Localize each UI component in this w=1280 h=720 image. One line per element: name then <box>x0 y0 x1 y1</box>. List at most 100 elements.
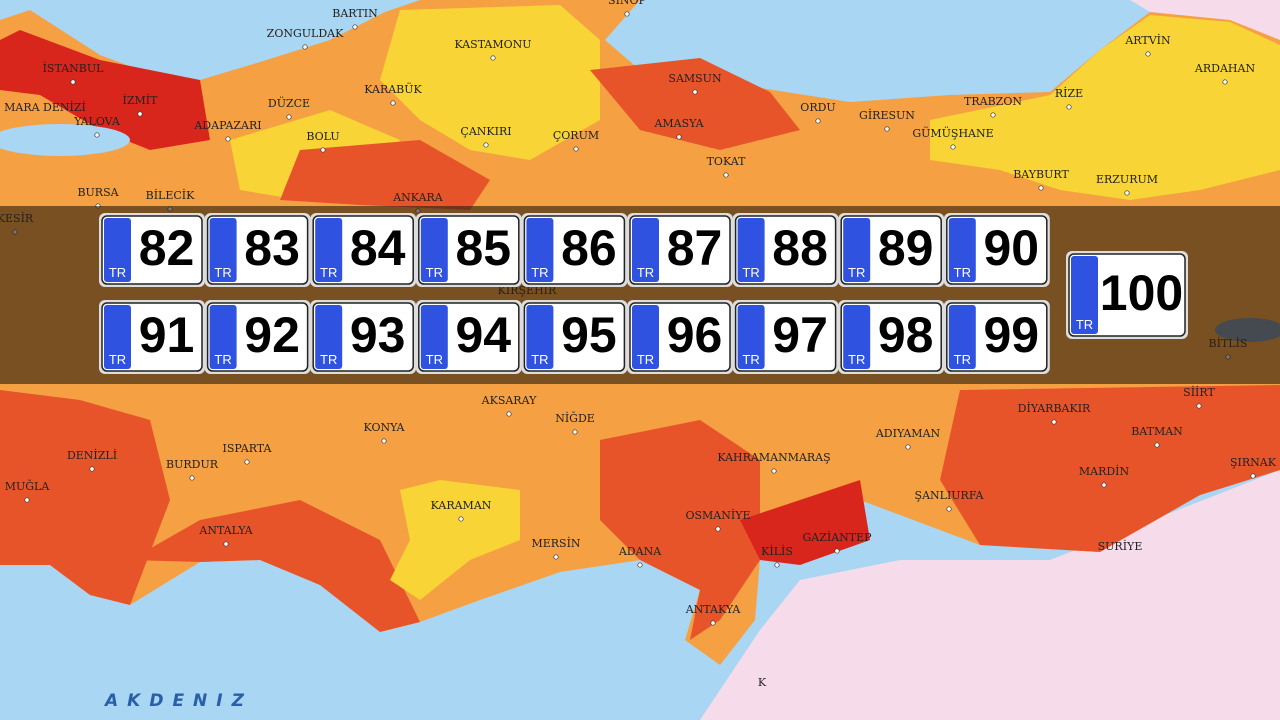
city-label: KARABÜK <box>364 82 422 96</box>
plate-country: TR <box>848 265 865 280</box>
city-label: ARDAHAN <box>1194 62 1256 75</box>
region <box>940 385 1280 552</box>
city-label: OSMANİYE <box>685 508 750 522</box>
city-label: ANTALYA <box>198 524 253 537</box>
plate-country: TR <box>426 352 443 367</box>
city-dot <box>1154 442 1160 448</box>
city-label: ORDU <box>800 101 835 114</box>
city-dot <box>990 112 996 118</box>
city-label: MARA DENİZİ <box>4 100 86 114</box>
plate-number: 83 <box>244 220 300 276</box>
city-label: TRABZON <box>964 95 1022 108</box>
plate-number: 99 <box>983 307 1039 363</box>
plate-number: 91 <box>139 307 195 363</box>
plate-strip <box>737 218 765 282</box>
city-dot <box>637 562 643 568</box>
city-label: ANTAKYA <box>685 603 742 616</box>
city-label: İSTANBUL <box>43 61 105 75</box>
plate-strip <box>209 218 237 282</box>
plate-number: 98 <box>878 307 934 363</box>
plate-country: TR <box>531 265 548 280</box>
plate-strip <box>948 218 976 282</box>
city-dot <box>573 146 579 152</box>
plate-number: 89 <box>878 220 934 276</box>
city-dot <box>1066 104 1072 110</box>
city-dot <box>390 100 396 106</box>
city-label: BATMAN <box>1131 425 1183 438</box>
city-label: GÜMÜŞHANE <box>912 126 993 140</box>
city-label: ARTVİN <box>1124 33 1171 47</box>
plate: TR 93 <box>310 300 417 374</box>
plate: TR 85 <box>415 213 522 287</box>
city-dot <box>905 444 911 450</box>
marmara-sea <box>0 124 130 156</box>
city-dot <box>381 438 387 444</box>
city-dot <box>137 111 143 117</box>
city-dot <box>834 548 840 554</box>
city-label: YALOVA <box>73 115 121 128</box>
plate-strip <box>1071 256 1098 334</box>
plate: TR 86 <box>521 213 628 287</box>
city-label: ADAPAZARI <box>193 119 261 132</box>
plate: TR 89 <box>838 213 945 287</box>
plate-strip <box>420 218 448 282</box>
city-dot <box>572 429 578 435</box>
city-label: KAHRAMANMARAŞ <box>717 451 830 464</box>
plate-country: TR <box>742 265 759 280</box>
plate-strip <box>104 218 131 282</box>
region <box>390 480 520 600</box>
plate-number: 95 <box>561 307 617 363</box>
region <box>930 15 1280 200</box>
plate-strip <box>843 218 871 282</box>
plate-number: 96 <box>667 307 723 363</box>
city-label: ÇANKIRI <box>460 125 511 138</box>
plate-country: TR <box>531 352 548 367</box>
city-dot <box>94 132 100 138</box>
city-dot <box>692 89 698 95</box>
city-dot <box>946 506 952 512</box>
city-label: KARAMAN <box>431 499 492 512</box>
plate-number: 88 <box>772 220 828 276</box>
city-dot <box>1038 185 1044 191</box>
city-dot <box>490 55 496 61</box>
plate-number: 84 <box>350 220 406 276</box>
city-dot <box>884 126 890 132</box>
plate-number: 93 <box>350 307 406 363</box>
city-dot <box>286 114 292 120</box>
city-label: KASTAMONU <box>454 38 531 51</box>
plate-strip <box>948 305 976 369</box>
plate: TR 98 <box>838 300 945 374</box>
city-dot <box>1051 419 1057 425</box>
plate: TR 100 <box>1066 251 1188 339</box>
plate: TR 88 <box>732 213 839 287</box>
city-label: ERZURUM <box>1096 173 1158 186</box>
region <box>600 420 760 640</box>
plate-number: 82 <box>139 220 195 276</box>
plate-number: 100 <box>1100 265 1183 321</box>
plate-number: 87 <box>667 220 723 276</box>
plate-strip <box>420 305 448 369</box>
city-dot <box>723 172 729 178</box>
city-dot <box>1196 403 1202 409</box>
city-label: NİĞDE <box>555 411 595 425</box>
city-dot <box>320 147 326 153</box>
city-dot <box>244 459 250 465</box>
region <box>740 480 870 565</box>
city-label: TOKAT <box>707 155 746 168</box>
city-label: GİRESUN <box>859 108 915 122</box>
city-label: BOLU <box>306 130 339 143</box>
plate-number: 97 <box>772 307 828 363</box>
city-label: SURİYE <box>1098 539 1143 553</box>
plate: TR 90 <box>943 213 1050 287</box>
city-dot <box>553 554 559 560</box>
plate-country: TR <box>1076 317 1093 332</box>
plate-country: TR <box>848 352 865 367</box>
city-dot <box>24 497 30 503</box>
city-dot <box>1124 190 1130 196</box>
plate-number: 86 <box>561 220 617 276</box>
city-label: BARTIN <box>332 7 378 20</box>
plate-country: TR <box>109 265 126 280</box>
city-label: SİİRT <box>1183 385 1215 399</box>
plate-strip <box>632 218 659 282</box>
city-dot <box>676 134 682 140</box>
